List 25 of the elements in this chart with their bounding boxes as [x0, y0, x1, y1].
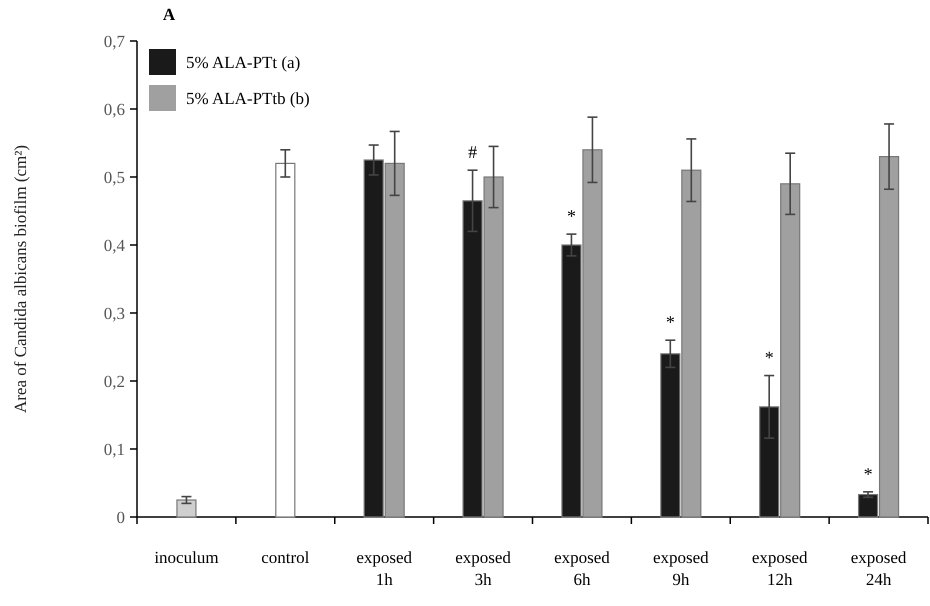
annotation: * — [864, 464, 873, 484]
y-tick-label: 0,6 — [104, 100, 125, 119]
legend-label: 5% ALA-PTtb (b) — [186, 88, 310, 108]
x-tick-label: exposed 6h — [554, 548, 610, 589]
annotation: * — [566, 206, 576, 226]
y-axis-title: Area of Candida albicans biofilm (cm²) — [11, 144, 30, 414]
chart-title: A — [162, 5, 176, 24]
y-tick-label: 0 — [116, 508, 125, 527]
x-tick-label: exposed 1h — [356, 548, 413, 589]
x-tick-label: control — [261, 548, 310, 567]
annotation: * — [666, 312, 675, 332]
x-tick-label: exposed 12h — [752, 548, 808, 589]
x-tick-label: exposed 24h — [850, 548, 907, 589]
annotation: # — [468, 142, 478, 162]
x-tick-label: exposed 9h — [652, 548, 710, 589]
x-tick-label: inoculum — [154, 548, 219, 567]
y-tick-label: 0,4 — [104, 236, 126, 255]
y-tick-label: 0,2 — [104, 372, 125, 391]
x-tick-label: exposed 3h — [455, 548, 512, 589]
y-tick-label: 0,7 — [104, 32, 126, 51]
y-tick-label: 0,5 — [104, 168, 125, 187]
y-tick-label: 0,3 — [104, 304, 125, 323]
legend-label: 5% ALA-PTt (a) — [186, 52, 300, 72]
y-tick-label: 0,1 — [104, 440, 125, 459]
annotation: * — [764, 348, 774, 368]
